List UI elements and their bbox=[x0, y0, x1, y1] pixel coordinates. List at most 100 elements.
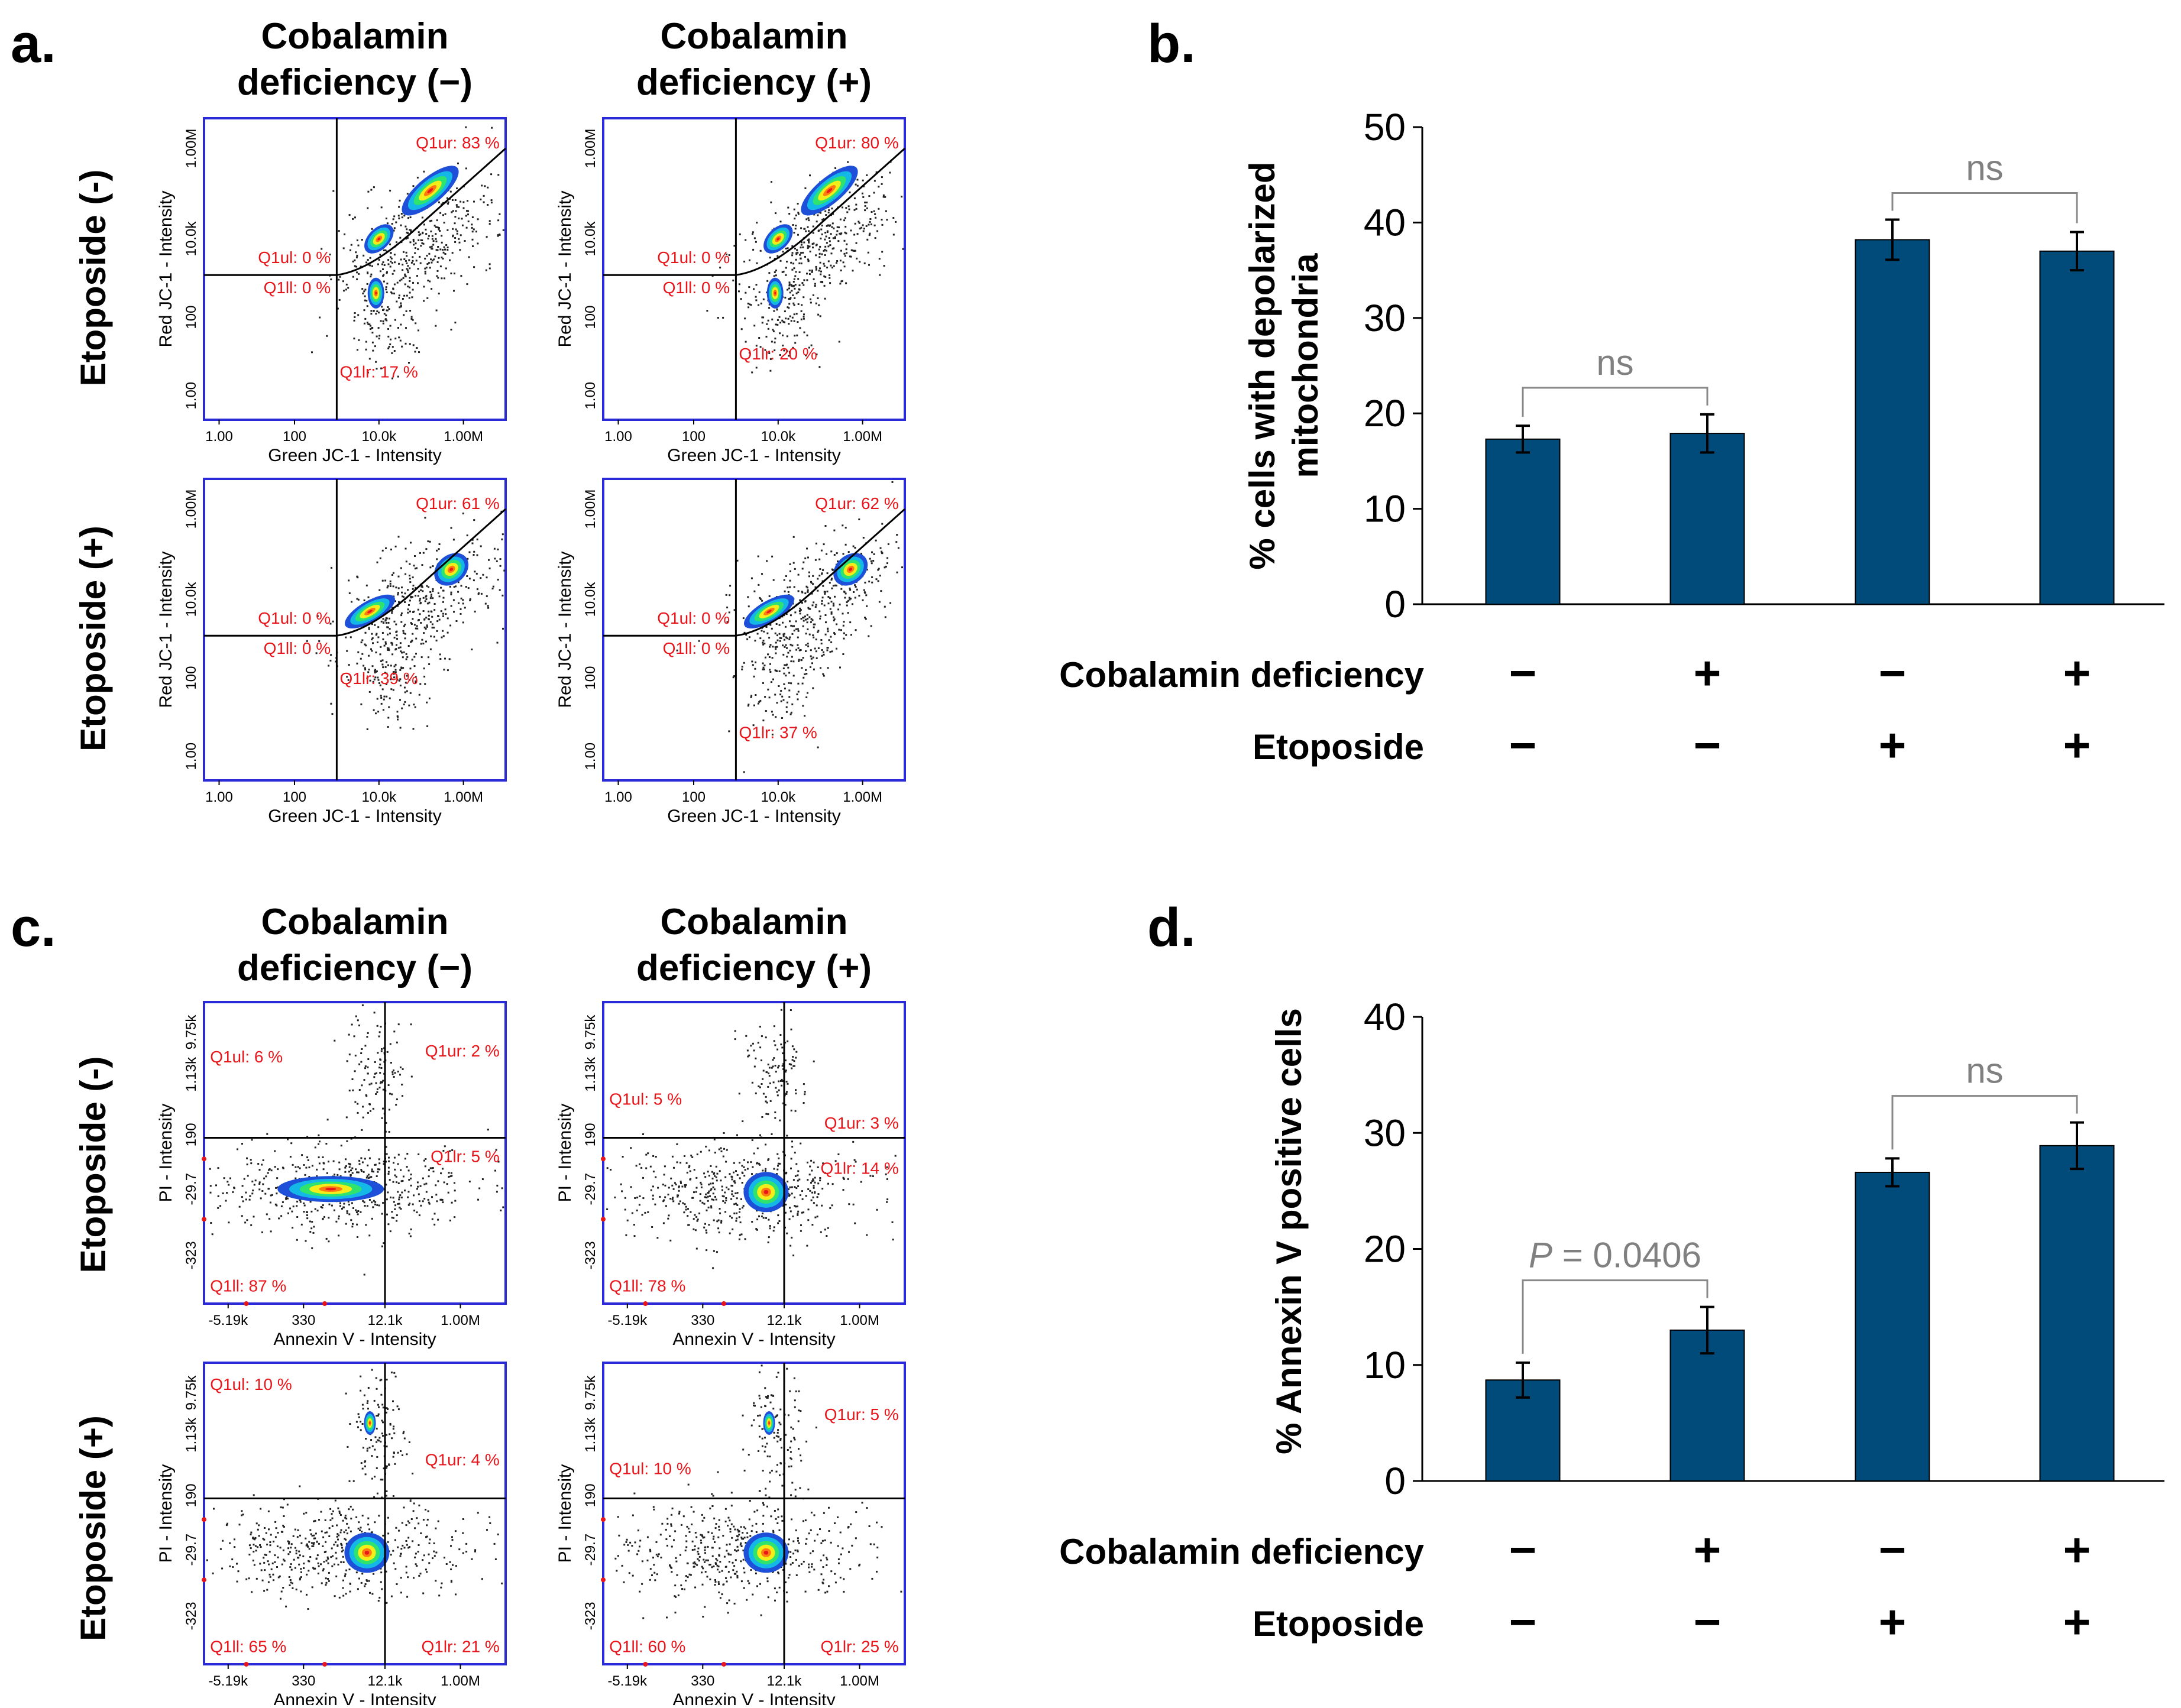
event-dot bbox=[821, 254, 823, 255]
event-dot bbox=[836, 648, 837, 650]
event-dot bbox=[462, 225, 464, 226]
event-dot bbox=[367, 1205, 368, 1207]
event-dot bbox=[395, 546, 397, 547]
event-dot bbox=[786, 1368, 788, 1370]
event-dot bbox=[716, 1166, 717, 1168]
event-dot bbox=[397, 327, 399, 329]
event-dot bbox=[853, 546, 855, 547]
event-dot bbox=[859, 1564, 860, 1566]
event-dot bbox=[901, 196, 902, 197]
jc1-x-tick-label: 1.00M bbox=[843, 789, 882, 805]
event-dot bbox=[296, 1550, 297, 1551]
event-dot bbox=[691, 1524, 693, 1525]
event-dot bbox=[256, 1578, 258, 1580]
event-dot bbox=[226, 1192, 228, 1194]
event-dot bbox=[834, 554, 836, 556]
event-dot bbox=[796, 249, 798, 251]
event-dot bbox=[690, 1211, 691, 1213]
event-dot bbox=[454, 273, 455, 274]
event-dot bbox=[732, 280, 734, 281]
event-dot bbox=[830, 641, 832, 643]
event-dot bbox=[726, 1187, 727, 1188]
event-dot bbox=[334, 1564, 335, 1566]
event-dot bbox=[383, 261, 384, 263]
event-dot bbox=[383, 274, 384, 276]
event-dot bbox=[437, 249, 439, 251]
event-dot bbox=[264, 1554, 266, 1555]
event-dot bbox=[662, 1200, 664, 1202]
event-dot bbox=[830, 1542, 832, 1544]
event-dot bbox=[369, 1592, 371, 1594]
event-dot bbox=[376, 1377, 377, 1379]
event-dot bbox=[793, 562, 795, 564]
event-dot bbox=[462, 621, 464, 623]
event-dot bbox=[734, 1192, 736, 1194]
event-dot bbox=[370, 257, 371, 259]
event-dot bbox=[395, 664, 397, 666]
event-dot bbox=[892, 1239, 894, 1240]
event-dot bbox=[325, 1519, 326, 1521]
event-dot bbox=[733, 1195, 734, 1197]
jc1-x-tick-label: 1.00 bbox=[205, 429, 233, 445]
event-dot bbox=[309, 1556, 311, 1558]
annexin-y-tick-label: 1.13k bbox=[583, 1056, 598, 1092]
event-dot bbox=[271, 1568, 273, 1570]
event-dot bbox=[813, 657, 814, 659]
event-dot bbox=[374, 1521, 376, 1523]
event-dot bbox=[692, 1549, 694, 1551]
event-dot bbox=[250, 1159, 252, 1161]
event-dot bbox=[809, 273, 811, 275]
event-dot bbox=[312, 1165, 313, 1166]
event-dot bbox=[823, 1512, 825, 1514]
event-dot bbox=[871, 1578, 873, 1580]
event-dot bbox=[429, 1542, 431, 1544]
event-dot bbox=[618, 1535, 620, 1537]
event-dot bbox=[246, 1158, 248, 1159]
event-dot bbox=[787, 702, 788, 704]
event-dot bbox=[813, 1197, 814, 1198]
event-dot bbox=[360, 1061, 362, 1063]
event-dot bbox=[428, 253, 430, 255]
event-dot bbox=[306, 1217, 308, 1219]
event-dot bbox=[622, 1156, 624, 1158]
jc1-quadrant-label-lr: Q1lr: 37 % bbox=[739, 724, 817, 742]
event-dot bbox=[375, 1164, 377, 1166]
event-dot bbox=[356, 1571, 358, 1573]
event-dot bbox=[792, 286, 794, 287]
event-dot bbox=[356, 1171, 358, 1173]
event-dot bbox=[690, 1574, 692, 1576]
event-dot bbox=[788, 689, 790, 691]
event-dot bbox=[352, 261, 354, 262]
event-dot bbox=[821, 603, 823, 605]
event-dot bbox=[776, 1522, 778, 1524]
event-dot bbox=[458, 238, 460, 240]
event-dot bbox=[407, 589, 409, 591]
event-dot bbox=[424, 517, 426, 518]
event-dot bbox=[388, 1161, 390, 1162]
event-dot bbox=[363, 1117, 364, 1119]
event-dot bbox=[671, 1185, 673, 1187]
event-dot bbox=[803, 318, 805, 320]
event-dot bbox=[737, 1531, 739, 1532]
annexin-quadrant-label-ul: Q1ul: 5 % bbox=[609, 1090, 682, 1108]
event-dot bbox=[382, 1421, 384, 1423]
significance-label: ns bbox=[1596, 343, 1633, 383]
event-dot bbox=[260, 1508, 261, 1510]
event-dot bbox=[691, 1156, 693, 1158]
event-dot bbox=[455, 1530, 457, 1532]
event-dot bbox=[765, 1396, 767, 1398]
event-dot bbox=[228, 1221, 229, 1223]
event-dot bbox=[250, 1547, 252, 1549]
event-dot bbox=[376, 1467, 378, 1469]
event-dot bbox=[425, 1509, 426, 1511]
y-tick-label: 10 bbox=[1364, 1344, 1406, 1386]
event-dot bbox=[814, 1540, 816, 1542]
event-dot bbox=[354, 1070, 356, 1072]
event-dot bbox=[257, 1163, 259, 1165]
event-dot bbox=[865, 205, 866, 207]
event-dot bbox=[761, 1059, 762, 1061]
event-dot bbox=[431, 611, 432, 612]
event-dot bbox=[834, 1522, 836, 1524]
event-dot bbox=[384, 620, 386, 621]
